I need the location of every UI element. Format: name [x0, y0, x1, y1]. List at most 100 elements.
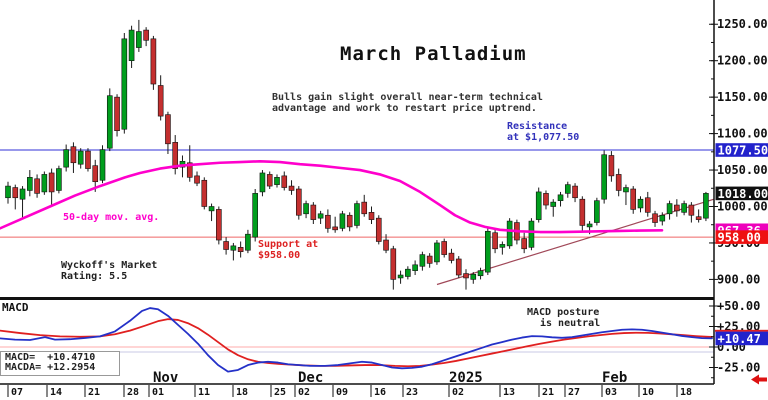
month-label: Nov: [153, 370, 178, 386]
candlestick: [521, 238, 527, 250]
candlestick: [106, 95, 113, 149]
macd-tick-label: -25.00: [717, 361, 760, 375]
resistance-label-line1: Resistance: [507, 121, 568, 132]
date-tick-label: 02: [452, 387, 464, 398]
candlestick: [470, 273, 477, 280]
month-label: 2025: [449, 370, 483, 386]
date-tick-label: 02: [298, 387, 310, 398]
candlestick: [594, 200, 600, 223]
month-label: Feb: [602, 370, 627, 386]
candlestick: [245, 233, 251, 251]
date-tick-label: 23: [406, 387, 418, 398]
candlestick: [695, 216, 702, 220]
candlestick: [448, 252, 455, 261]
macd-line: [0, 307, 713, 373]
candlestick: [405, 268, 411, 277]
date-tick-label: 13: [503, 387, 515, 398]
candlestick: [572, 185, 578, 199]
axis-badge: [715, 230, 768, 244]
candlestick: [150, 38, 157, 85]
moving-average-line: [0, 159, 664, 234]
candlestick: [550, 201, 557, 207]
candlestick: [99, 149, 106, 181]
candlestick: [237, 247, 244, 252]
candlestick: [383, 239, 389, 251]
candlestick: [615, 174, 622, 191]
candlestick: [397, 274, 404, 279]
candlestick: [412, 264, 418, 271]
candlestick: [375, 217, 382, 242]
date-tick-label: 07: [11, 387, 23, 398]
candlestick: [41, 174, 48, 193]
axis-badge-label: 1077.50: [718, 144, 768, 158]
candlestick: [506, 220, 513, 247]
date-tick-label: 14: [50, 387, 62, 398]
candlestick: [70, 146, 77, 164]
resistance-label-line2: at $1,077.50: [507, 132, 580, 143]
candlestick: [564, 184, 571, 194]
date-tick-label: 18: [680, 387, 692, 398]
candlestick: [56, 168, 62, 191]
candlestick: [252, 193, 258, 238]
candlestick: [48, 172, 55, 193]
scroll-left-arrow-icon: [751, 374, 767, 385]
candlestick: [354, 203, 360, 226]
candlestick: [114, 96, 120, 131]
candlestick: [136, 31, 142, 48]
candlestick: [674, 204, 680, 212]
candlestick: [230, 245, 237, 251]
candlestick: [703, 193, 709, 219]
macda-axis-marker: [715, 329, 768, 332]
axis-badge: [715, 331, 768, 346]
axis-badge-label: +10.47: [718, 332, 761, 346]
macd-tick-label: +50.00: [717, 299, 760, 313]
candlestick: [27, 177, 33, 191]
candlestick: [5, 185, 11, 199]
candlestick: [608, 155, 615, 177]
date-tick-label: 21: [88, 387, 100, 398]
candlestick: [543, 193, 549, 206]
moving-average-label: 50-day mov. avg.: [63, 212, 160, 223]
price-tick-label: 1050.00: [717, 163, 768, 177]
candlestick: [659, 214, 666, 222]
candlestick: [499, 244, 506, 248]
candlestick: [266, 174, 273, 187]
macd-value-row: MACD= +10.4710: [5, 352, 96, 363]
candlestick: [194, 175, 200, 184]
candlestick: [434, 242, 440, 263]
candlestick: [143, 29, 149, 41]
panel-separator: [0, 297, 714, 300]
candlestick: [368, 212, 375, 220]
axis-badge: [715, 143, 768, 157]
candlestick: [528, 220, 535, 248]
candlestick: [259, 172, 266, 193]
chart-comment-line2: advantage and work to restart price uptr…: [272, 103, 537, 114]
candlestick: [346, 214, 353, 228]
candlestick: [652, 213, 658, 223]
date-tick-label: 10: [642, 387, 654, 398]
candlestick: [172, 142, 179, 169]
candlestick: [208, 206, 215, 212]
candlestick: [637, 198, 644, 209]
candlestick: [63, 149, 69, 168]
date-tick-label: 25: [274, 387, 286, 398]
candlestick: [492, 232, 498, 250]
candlestick: [288, 185, 295, 191]
candlestick: [165, 114, 171, 145]
candlestick: [121, 38, 128, 130]
candlestick: [630, 188, 637, 210]
date-tick-label: 16: [374, 387, 386, 398]
price-tick-label: 1150.00: [717, 90, 768, 104]
macd-posture-line1: MACD posture: [527, 307, 600, 318]
candlestick: [579, 198, 586, 226]
macd-values-box: MACD= +10.4710 MACDA= +12.2954: [0, 351, 120, 376]
macd-posture-line2: is neutral: [540, 318, 601, 329]
candlestick: [216, 209, 222, 241]
candlestick: [274, 177, 280, 185]
support-label-line1: Support at: [258, 239, 319, 250]
candlestick: [201, 179, 208, 207]
axis-badge-label: 1018.00: [718, 187, 768, 201]
candlestick: [419, 254, 426, 267]
date-tick-label: 01: [152, 387, 164, 398]
